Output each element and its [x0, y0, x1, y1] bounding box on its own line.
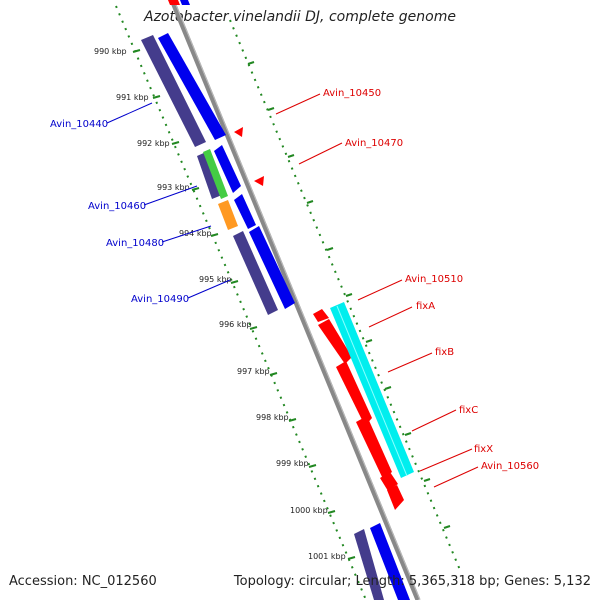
outer-ruler-line	[115, 5, 367, 600]
gene-bottom-forward[interactable]	[370, 523, 410, 600]
gene-label[interactable]: Avin_10460	[88, 201, 146, 212]
gene-label[interactable]: Avin_10450	[323, 88, 381, 99]
gene-orange[interactable]	[218, 200, 238, 230]
gene-forward-3[interactable]	[234, 194, 256, 229]
gene-fixc[interactable]	[356, 416, 392, 479]
strand-arrow-icon	[234, 127, 243, 137]
ruler-label: 992 kbp	[137, 139, 170, 148]
gene-red-small[interactable]	[313, 309, 329, 322]
gene-fixa[interactable]	[318, 319, 352, 364]
gene-bottom-reverse[interactable]	[354, 529, 384, 600]
gene-avin-10440-reverse[interactable]	[141, 35, 206, 147]
gene-forward-2[interactable]	[214, 145, 241, 193]
gene-avin-10460-reverse[interactable]	[197, 152, 222, 199]
ruler-label: 999 kbp	[276, 459, 309, 468]
ruler-label: 990 kbp	[94, 47, 127, 56]
gene-label[interactable]: Avin_10490	[131, 294, 189, 305]
ruler-label: 997 kbp	[237, 367, 270, 376]
gene-label[interactable]: Avin_10470	[345, 138, 403, 149]
gene-label[interactable]: fixC	[459, 405, 478, 416]
gene-label[interactable]: fixX	[474, 444, 493, 455]
gene-avin-10560[interactable]	[387, 485, 404, 510]
gene-label[interactable]: Avin_10480	[106, 238, 164, 249]
ruler-label: 1001 kbp	[308, 552, 346, 561]
inner-ruler-line	[229, 19, 461, 571]
gene-label[interactable]: Avin_10510	[405, 274, 463, 285]
gene-green[interactable]	[203, 149, 228, 199]
gene-label[interactable]: fixB	[435, 347, 454, 358]
strand-arrow-icon	[254, 176, 264, 186]
ruler-label: 998 kbp	[256, 413, 289, 422]
accession-text: Accession: NC_012560	[9, 574, 157, 589]
ruler-label: 993 kbp	[157, 183, 190, 192]
ruler-label: 996 kbp	[219, 320, 252, 329]
gene-label[interactable]: Avin_10560	[481, 461, 539, 472]
ruler-ticks	[132, 49, 356, 560]
right-label-leaders	[275, 93, 479, 488]
ruler-label: 991 kbp	[116, 93, 149, 102]
gene-forward-1[interactable]	[158, 33, 226, 140]
gene-top-blue	[180, 0, 190, 5]
gene-fixx[interactable]	[380, 472, 398, 491]
left-label-leaders	[106, 102, 231, 299]
ruler-label: 1000 kbp	[290, 506, 328, 515]
gene-label[interactable]: Avin_10440	[50, 119, 108, 130]
gene-fixb[interactable]	[336, 361, 372, 426]
ruler-label: 995 kbp	[199, 275, 232, 284]
gene-top-red	[168, 0, 180, 5]
ruler-label: 994 kbp	[179, 229, 212, 238]
genome-backbone	[169, 0, 421, 600]
gene-forward-4[interactable]	[249, 226, 295, 309]
gene-label[interactable]: fixA	[416, 301, 435, 312]
genome-title: Azotobacter vinelandii DJ, complete geno…	[144, 9, 456, 25]
inner-ruler-ticks	[247, 61, 451, 529]
genome-summary-text: Topology: circular; Length: 5,365,318 bp…	[233, 574, 591, 589]
gene-avin-10490-reverse[interactable]	[233, 231, 278, 315]
